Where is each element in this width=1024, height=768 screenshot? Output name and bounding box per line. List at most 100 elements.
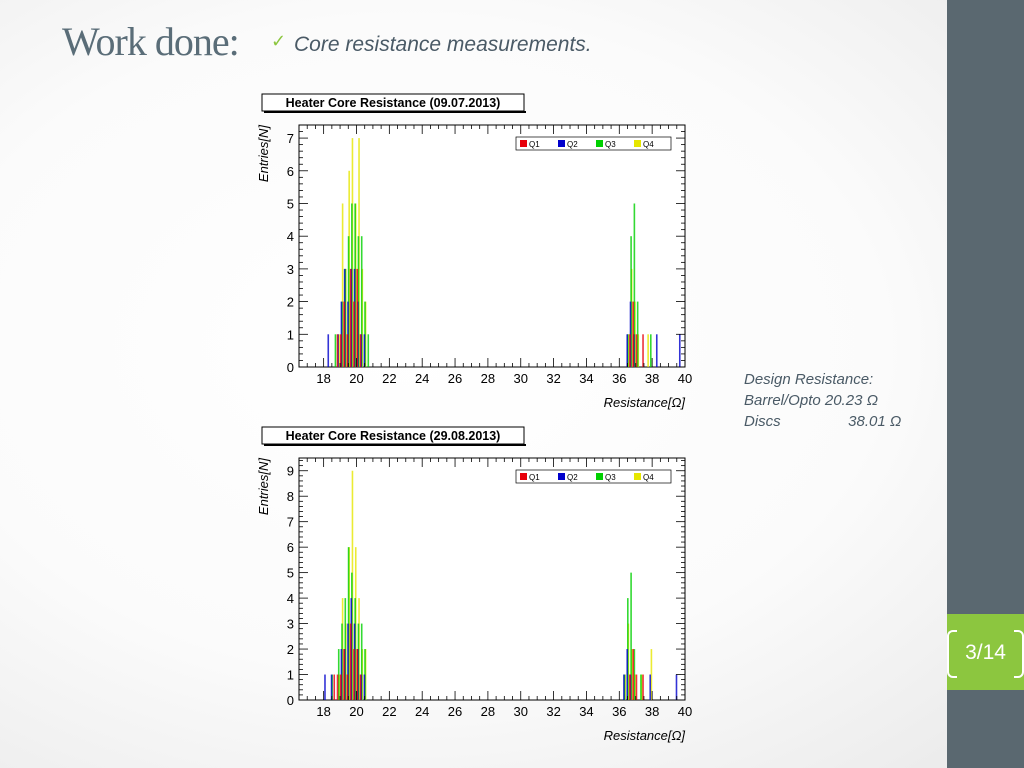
y-tick-label: 8 bbox=[287, 489, 294, 504]
bar bbox=[364, 649, 366, 700]
bar bbox=[363, 674, 366, 700]
y-tick-label: 0 bbox=[287, 360, 294, 375]
bar bbox=[632, 301, 634, 367]
legend-frame bbox=[515, 136, 672, 151]
slide-title: Work done: bbox=[62, 19, 240, 64]
y-tick-label: 5 bbox=[287, 566, 294, 581]
bar bbox=[678, 334, 681, 367]
x-tick-label: 40 bbox=[678, 704, 692, 719]
bar bbox=[642, 674, 644, 700]
bar bbox=[626, 649, 629, 700]
plot-frame bbox=[298, 457, 686, 701]
y-tick-label: 1 bbox=[287, 668, 294, 683]
bar bbox=[633, 649, 636, 700]
bar bbox=[635, 674, 638, 700]
notes-row-barrel: Barrel/Opto 20.23 Ω bbox=[744, 390, 901, 411]
y-axis: 0 1 2 3 4 5 6 7 8 9 Entries[N] bbox=[256, 458, 685, 708]
bar bbox=[333, 674, 336, 700]
legend-label: Q3 bbox=[605, 140, 616, 149]
legend-label: Q1 bbox=[529, 140, 540, 149]
bar bbox=[626, 334, 629, 367]
x-tick-label: 34 bbox=[579, 371, 593, 386]
bar bbox=[632, 649, 634, 700]
y-tick-label: 2 bbox=[287, 295, 294, 310]
x-tick-label: 30 bbox=[514, 371, 528, 386]
plot-frame bbox=[298, 124, 686, 368]
legend: Q1 Q2 Q3 Q4 bbox=[515, 136, 672, 151]
y-tick-label: 7 bbox=[287, 131, 294, 146]
x-tick-label: 18 bbox=[316, 704, 330, 719]
bar bbox=[334, 334, 337, 367]
legend-label: Q4 bbox=[643, 473, 654, 482]
checkmark-icon: ✓ bbox=[271, 31, 287, 52]
legend-swatch bbox=[634, 140, 641, 147]
x-tick-label: 28 bbox=[481, 704, 495, 719]
y-tick-label: 0 bbox=[287, 693, 294, 708]
x-tick-label: 32 bbox=[546, 704, 560, 719]
bar bbox=[340, 334, 342, 367]
bar bbox=[650, 334, 652, 367]
right-bracket-icon bbox=[1014, 630, 1024, 678]
notes-row-discs: Discs 38.01 Ω bbox=[744, 411, 901, 432]
bar bbox=[324, 674, 326, 700]
chart-title-box: Heater Core Resistance (09.07.2013) bbox=[261, 93, 526, 113]
x-tick-label: 26 bbox=[448, 704, 462, 719]
bar bbox=[349, 623, 352, 700]
x-tick-label: 40 bbox=[678, 371, 692, 386]
page-number: 3/14 bbox=[965, 641, 1006, 664]
bar bbox=[650, 649, 653, 700]
y-tick-label: 5 bbox=[287, 196, 294, 211]
bar bbox=[647, 334, 649, 367]
design-resistance-notes: Design Resistance: Barrel/Opto 20.23 Ω D… bbox=[744, 369, 901, 432]
bar bbox=[636, 301, 639, 367]
notes-heading: Design Resistance: bbox=[744, 371, 874, 388]
slide-subtitle: Core resistance measurements. bbox=[294, 33, 592, 56]
y-tick-label: 3 bbox=[287, 262, 294, 277]
y-axis-label: Entries[N] bbox=[256, 458, 271, 515]
legend-swatch bbox=[596, 140, 603, 147]
notes-label: Discs bbox=[744, 413, 781, 430]
bar bbox=[360, 236, 363, 367]
bar bbox=[649, 674, 652, 700]
x-tick-label: 30 bbox=[514, 704, 528, 719]
legend-swatch bbox=[558, 140, 565, 147]
legend-label: Q4 bbox=[643, 140, 654, 149]
x-axis: 18 20 22 24 26 28 30 32 34 36 38 40 Resistance[Ω] bbox=[298, 125, 692, 410]
y-tick-label: 1 bbox=[287, 327, 294, 342]
x-tick-label: 22 bbox=[382, 371, 396, 386]
y-tick-label: 6 bbox=[287, 164, 294, 179]
legend-label: Q1 bbox=[529, 473, 540, 482]
y-axis: 0 1 2 3 4 5 6 7 Entries[N] bbox=[256, 124, 685, 375]
bar bbox=[343, 649, 345, 700]
legend-swatch bbox=[634, 473, 641, 480]
y-tick-label: 9 bbox=[287, 464, 294, 479]
bar bbox=[341, 203, 344, 367]
x-tick-label: 18 bbox=[316, 371, 330, 386]
x-tick-label: 36 bbox=[612, 704, 626, 719]
page-number-badge: 3/14 bbox=[947, 614, 1024, 690]
bar bbox=[344, 598, 347, 700]
x-tick-label: 38 bbox=[645, 704, 659, 719]
legend-label: Q2 bbox=[567, 140, 578, 149]
x-tick-label: 28 bbox=[481, 371, 495, 386]
bar bbox=[675, 674, 678, 700]
histogram-chart-july: Heater Core Resistance (09.07.2013) 18 2 0 2… bbox=[256, 93, 692, 410]
legend-swatch bbox=[596, 473, 603, 480]
x-tick-label: 26 bbox=[448, 371, 462, 386]
bar bbox=[642, 334, 644, 367]
bar bbox=[346, 334, 349, 367]
x-tick-label: 24 bbox=[415, 371, 429, 386]
bar bbox=[356, 268, 359, 367]
x-tick-label: 34 bbox=[579, 704, 593, 719]
bar bbox=[356, 649, 359, 700]
legend-frame bbox=[515, 469, 672, 484]
x-axis-label: Resistance[Ω] bbox=[604, 395, 686, 410]
x-tick-label: 24 bbox=[415, 704, 429, 719]
histogram-chart-august: Heater Core Resistance (29.08.2013)18 20 2… bbox=[256, 426, 692, 743]
bar bbox=[336, 334, 339, 367]
bar bbox=[340, 674, 342, 700]
y-tick-label: 4 bbox=[287, 229, 294, 244]
legend-label: Q2 bbox=[567, 473, 578, 482]
bar bbox=[359, 674, 362, 700]
legend: Q1 Q2 Q3 Q4 bbox=[515, 469, 672, 484]
